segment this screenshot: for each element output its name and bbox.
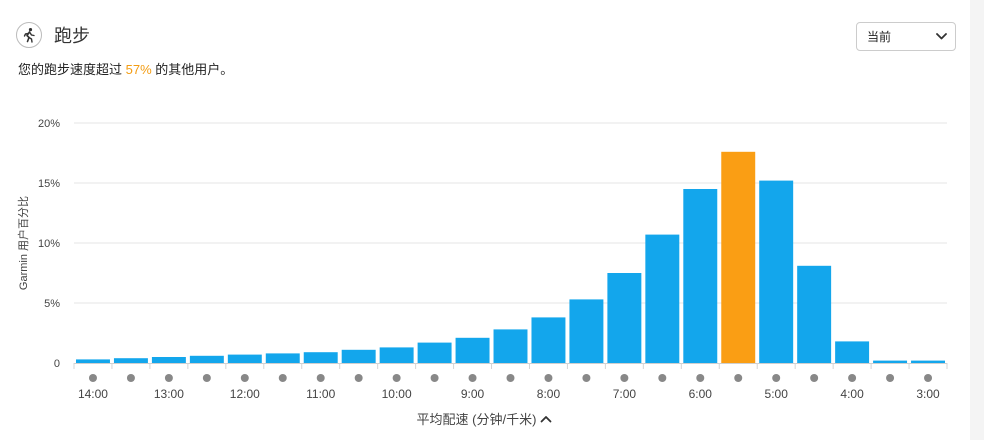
x-dot — [924, 374, 933, 382]
bar[interactable] — [189, 355, 224, 363]
y-axis-ticks: 0 5% 10% 15% 20% — [38, 118, 60, 370]
x-dot — [240, 374, 249, 382]
x-tick-label: 5:00 — [765, 387, 789, 401]
bar[interactable] — [683, 189, 718, 363]
percentile-summary: 您的跑步速度超过 57% 的其他用户。 — [18, 59, 233, 78]
bar[interactable] — [493, 329, 528, 363]
x-tick-label: 9:00 — [461, 387, 485, 401]
x-dot — [468, 374, 477, 382]
card-header: 跑步 — [16, 20, 90, 50]
x-dot — [88, 374, 97, 382]
highlighted-bar[interactable] — [721, 151, 756, 363]
x-tick-label: 7:00 — [613, 387, 637, 401]
bar[interactable] — [797, 265, 832, 363]
x-dot — [582, 374, 591, 382]
scroll-track — [970, 0, 984, 440]
percentile-value: 57% — [125, 62, 152, 77]
x-dot — [278, 374, 287, 382]
x-dot — [316, 374, 325, 382]
bar[interactable] — [379, 347, 414, 363]
bar[interactable] — [531, 317, 566, 363]
x-dot — [810, 374, 819, 382]
x-axis — [73, 363, 948, 369]
x-axis-label-row[interactable]: 平均配速 (分钟/千米) — [0, 409, 984, 428]
period-select[interactable]: 当前 — [856, 22, 956, 51]
bar[interactable] — [113, 358, 148, 363]
bars — [76, 151, 945, 363]
x-dot — [430, 374, 439, 382]
bar[interactable] — [341, 349, 376, 363]
x-tick-label: 10:00 — [382, 387, 412, 401]
x-dots — [88, 374, 933, 382]
period-select-value: 当前 — [867, 30, 892, 44]
x-tick-label: 12:00 — [230, 387, 260, 401]
x-tick-label: 4:00 — [840, 387, 864, 401]
bar[interactable] — [607, 273, 642, 363]
x-dot — [734, 374, 743, 382]
x-dot — [506, 374, 515, 382]
bar[interactable] — [151, 357, 186, 363]
y-tick-label: 10% — [38, 238, 60, 250]
x-dot — [886, 374, 895, 382]
x-tick-label: 13:00 — [154, 387, 184, 401]
x-dot — [126, 374, 135, 382]
bar[interactable] — [76, 359, 110, 363]
x-dot — [202, 374, 211, 382]
summary-suffix: 的其他用户。 — [151, 62, 234, 77]
x-tick-label: 6:00 — [689, 387, 713, 401]
runner-icon — [16, 22, 42, 48]
x-dot — [544, 374, 553, 382]
bar[interactable] — [455, 337, 490, 363]
bar[interactable] — [911, 360, 945, 363]
x-tick-label: 11:00 — [306, 387, 335, 401]
chevron-down-icon — [936, 33, 947, 40]
bar[interactable] — [303, 352, 338, 363]
x-axis-ticks: 14:00 13:00 12:00 11:00 10:00 9:00 8:00 7:00 6:0… — [78, 387, 940, 401]
y-tick-label: 5% — [44, 298, 60, 310]
x-axis-label: 平均配速 (分钟/千米) — [416, 412, 537, 427]
bar[interactable] — [569, 299, 604, 363]
x-dot — [620, 374, 629, 382]
bar[interactable] — [759, 180, 794, 363]
x-dot — [392, 374, 401, 382]
chevron-up-icon[interactable] — [540, 415, 552, 423]
x-tick-label: 14:00 — [78, 387, 108, 401]
bar[interactable] — [873, 360, 908, 363]
y-axis-label: Garmin 用户百分比 — [16, 196, 30, 290]
x-dot — [164, 374, 173, 382]
x-dot — [772, 374, 781, 382]
bar[interactable] — [227, 354, 262, 363]
x-dot — [696, 374, 705, 382]
bar[interactable] — [265, 353, 300, 363]
x-dot — [354, 374, 363, 382]
summary-prefix: 您的跑步速度超过 — [18, 62, 126, 77]
x-tick-label: 3:00 — [916, 387, 940, 401]
y-tick-label: 20% — [38, 118, 60, 130]
x-dot — [848, 374, 857, 382]
y-tick-label: 0 — [54, 358, 60, 370]
y-tick-label: 15% — [38, 178, 60, 190]
bar[interactable] — [835, 341, 870, 363]
bar[interactable] — [417, 342, 452, 363]
page-title: 跑步 — [54, 26, 90, 46]
x-dot — [658, 374, 667, 382]
bar[interactable] — [645, 234, 680, 363]
x-tick-label: 8:00 — [537, 387, 561, 401]
